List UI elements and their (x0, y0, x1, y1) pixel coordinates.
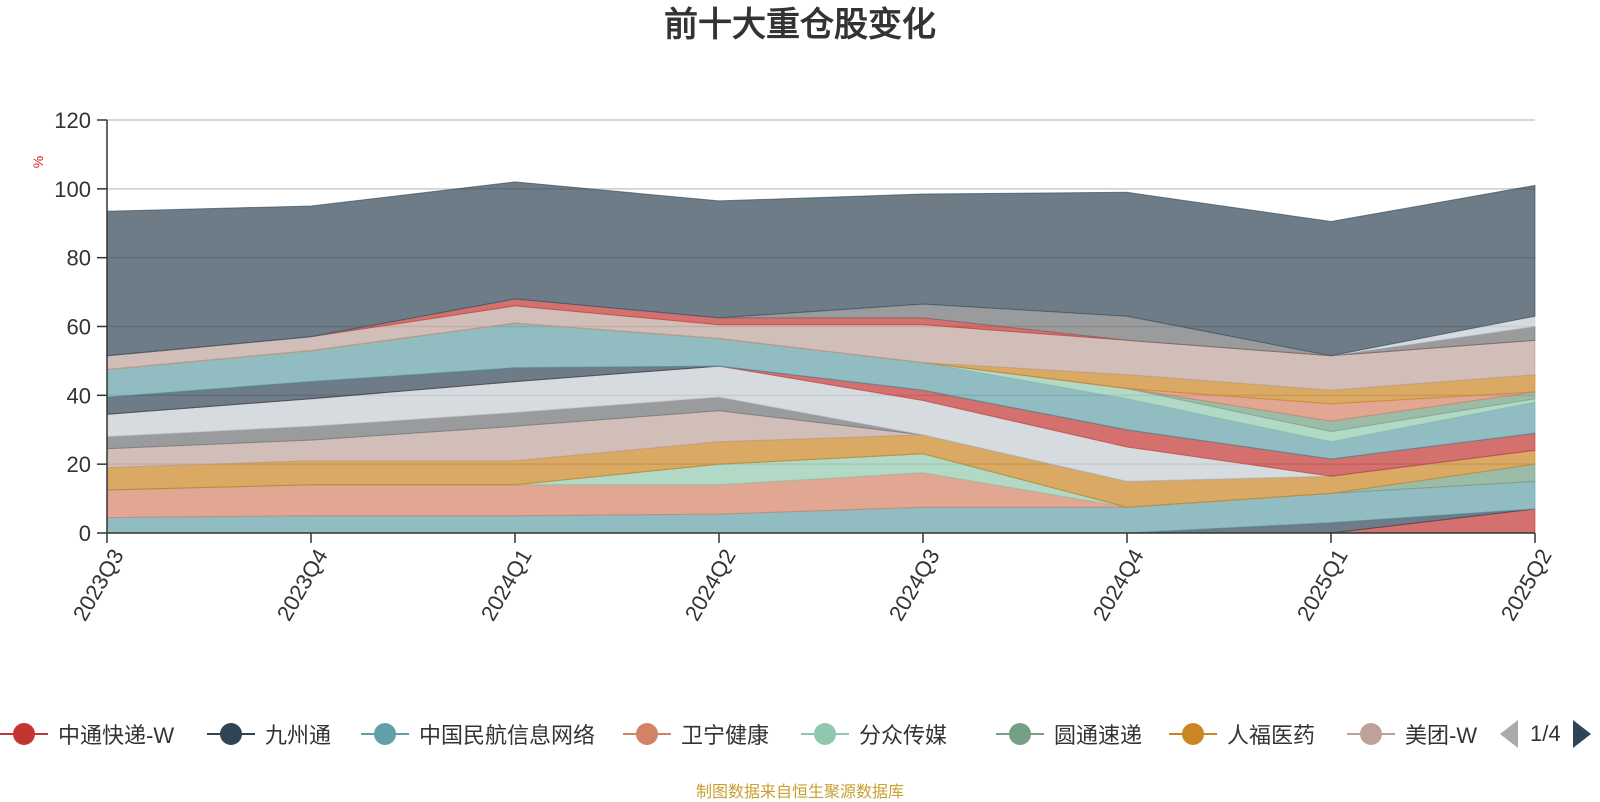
legend-label: 圆通速递 (1054, 723, 1143, 748)
area-series-21 (106, 181, 1536, 357)
legend-item[interactable]: 卫宁健康 (623, 712, 769, 756)
legend-page-indicator: 1/4 (1530, 721, 1561, 746)
y-tick-label: 0 (79, 521, 91, 546)
legend-marker-icon (623, 712, 671, 756)
legend-next-page-button[interactable] (1572, 720, 1591, 748)
legend: 中通快递-W 九州通 中国民航信息网络 卫宁健康 分众传媒 圆通速递 人福医药 美团-W (0, 712, 1600, 756)
legend-item[interactable]: 人福医药 (1169, 712, 1315, 756)
legend-item[interactable]: 美团-W (1347, 712, 1477, 756)
legend-label: 中通快递-W (58, 723, 175, 748)
y-tick-label: 40 (67, 383, 91, 408)
legend-marker-icon (801, 712, 849, 756)
legend-pager: 1/4 (1500, 712, 1600, 756)
legend-item[interactable]: 中通快递-W (0, 712, 174, 756)
legend-marker-icon (0, 712, 48, 756)
legend-marker-icon (1347, 712, 1395, 756)
x-tick-label: 2024Q1 (476, 545, 537, 625)
legend-item[interactable]: 中国民航信息网络 (361, 712, 595, 756)
stacked-area-chart: 0 20 40 60 80 100 120 2023Q3 2023Q4 2024Q1 2024Q2 2… (30, 108, 1557, 625)
legend-marker-icon (1169, 712, 1217, 756)
x-tick-label: 2024Q2 (680, 545, 741, 625)
legend-label: 九州通 (265, 723, 332, 748)
x-tick-label: 2025Q2 (1496, 545, 1557, 625)
legend-label: 美团-W (1405, 723, 1478, 748)
y-tick-label: 60 (67, 315, 91, 340)
legend-marker-icon (207, 712, 255, 756)
chart-title: 前十大重仓股变化 (664, 6, 936, 44)
source-note: 制图数据来自恒生聚源数据库 (695, 784, 904, 801)
legend-marker-icon (361, 712, 409, 756)
legend-item[interactable]: 九州通 (207, 712, 331, 756)
y-tick-label: 80 (67, 246, 91, 271)
y-tick-label: 100 (54, 177, 91, 202)
y-tick-label: 120 (54, 108, 91, 133)
legend-label: 卫宁健康 (681, 723, 770, 748)
x-tick-label: 2023Q4 (272, 545, 333, 625)
x-tick-label: 2024Q3 (884, 545, 945, 625)
legend-label: 人福医药 (1227, 723, 1316, 748)
y-axis-label: % (30, 156, 46, 168)
legend-marker-icon (996, 712, 1044, 756)
area-layer (106, 181, 1536, 534)
legend-item[interactable]: 分众传媒 (801, 712, 947, 756)
legend-prev-page-button[interactable] (1500, 720, 1518, 748)
legend-label: 中国民航信息网络 (419, 723, 596, 748)
y-tick-label: 20 (67, 452, 91, 477)
x-tick-label: 2023Q3 (68, 545, 129, 625)
legend-label: 分众传媒 (859, 723, 948, 748)
x-tick-label: 2024Q4 (1088, 545, 1149, 625)
x-tick-label: 2025Q1 (1292, 545, 1353, 625)
legend-item[interactable]: 圆通速递 (996, 712, 1142, 756)
